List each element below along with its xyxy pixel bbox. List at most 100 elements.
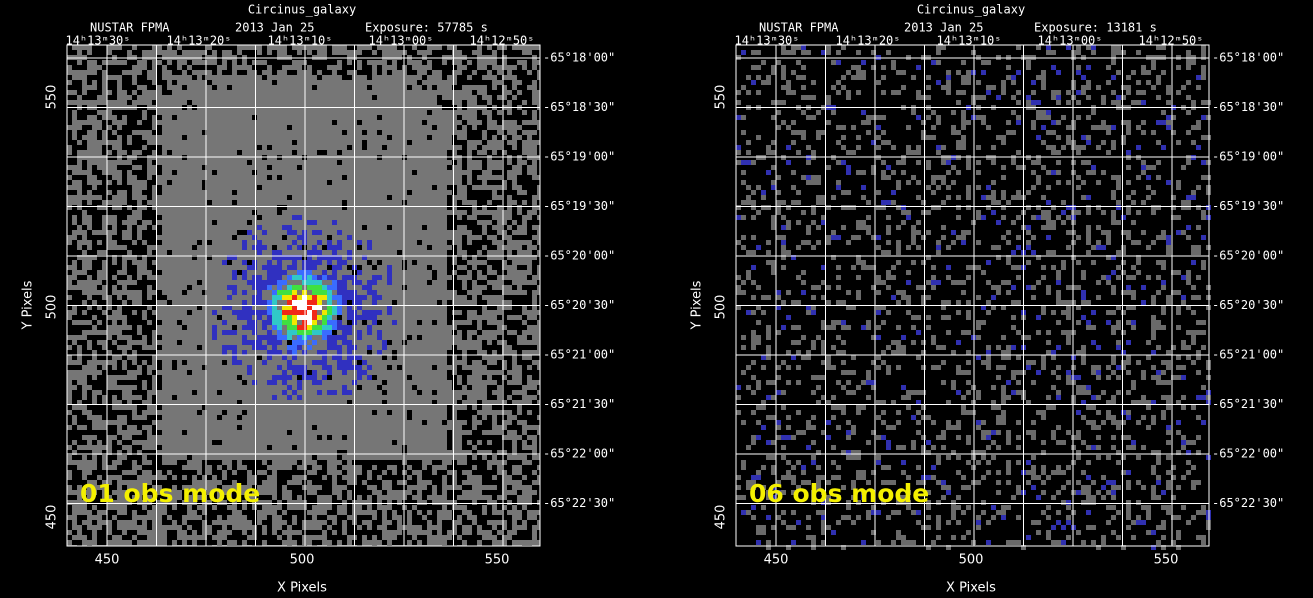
pixel bbox=[1156, 325, 1161, 330]
pixel bbox=[1001, 280, 1006, 285]
pixel bbox=[507, 220, 512, 225]
pixel bbox=[127, 475, 132, 480]
pixel bbox=[956, 370, 961, 375]
pixel bbox=[332, 285, 337, 290]
pixel bbox=[412, 170, 417, 175]
pixel bbox=[1031, 295, 1036, 300]
pixel bbox=[142, 395, 147, 400]
pixel bbox=[462, 50, 467, 55]
pixel bbox=[132, 115, 137, 120]
pixel bbox=[462, 60, 467, 65]
pixel bbox=[142, 45, 147, 50]
pixel bbox=[1176, 355, 1181, 360]
pixel bbox=[966, 265, 971, 270]
pixel bbox=[896, 365, 901, 370]
pixel bbox=[1201, 385, 1206, 390]
pixel bbox=[407, 500, 412, 505]
pixel bbox=[107, 515, 112, 520]
pixel bbox=[282, 320, 287, 325]
pixel bbox=[112, 80, 117, 85]
pixel bbox=[72, 60, 77, 65]
pixel bbox=[447, 285, 452, 290]
pixel bbox=[242, 510, 247, 515]
pixel bbox=[522, 135, 527, 140]
pixel bbox=[227, 295, 232, 300]
pixel bbox=[881, 140, 886, 145]
pixel bbox=[1051, 90, 1056, 95]
pixel bbox=[831, 345, 836, 350]
pixel bbox=[342, 360, 347, 365]
pixel bbox=[412, 520, 417, 525]
pixel bbox=[1006, 255, 1011, 260]
pixel bbox=[1006, 130, 1011, 135]
pixel bbox=[1186, 195, 1191, 200]
pixel bbox=[477, 435, 482, 440]
pixel bbox=[1091, 310, 1096, 315]
pixel bbox=[117, 285, 122, 290]
pixel bbox=[127, 75, 132, 80]
pixel bbox=[82, 420, 87, 425]
pixel bbox=[322, 310, 327, 315]
pixel bbox=[177, 510, 182, 515]
pixel bbox=[492, 465, 497, 470]
pixel bbox=[956, 280, 961, 285]
pixel bbox=[112, 480, 117, 485]
pixel bbox=[172, 60, 177, 65]
pixel bbox=[1111, 325, 1116, 330]
pixel bbox=[232, 285, 237, 290]
pixel bbox=[1011, 160, 1016, 165]
pixel bbox=[502, 50, 507, 55]
pixel bbox=[127, 45, 132, 50]
pixel bbox=[277, 315, 282, 320]
pixel bbox=[482, 420, 487, 425]
pixel bbox=[287, 345, 292, 350]
pixel bbox=[277, 65, 282, 70]
pixel bbox=[337, 365, 342, 370]
pixel bbox=[1171, 375, 1176, 380]
pixel bbox=[312, 380, 317, 385]
pixel bbox=[1026, 365, 1031, 370]
ra-label: 14ʰ13ᵐ10ˢ bbox=[267, 34, 332, 48]
pixel bbox=[137, 375, 142, 380]
pixel bbox=[1031, 360, 1036, 365]
pixel bbox=[367, 325, 372, 330]
pixel bbox=[926, 280, 931, 285]
pixel bbox=[512, 535, 517, 540]
pixel bbox=[267, 335, 272, 340]
pixel bbox=[102, 525, 107, 530]
pixel bbox=[996, 95, 1001, 100]
pixel bbox=[257, 540, 262, 545]
pixel bbox=[212, 335, 217, 340]
pixel bbox=[996, 415, 1001, 420]
pixel bbox=[122, 340, 127, 345]
pixel bbox=[87, 90, 92, 95]
pixel bbox=[881, 115, 886, 120]
pixel bbox=[337, 280, 342, 285]
pixel bbox=[472, 130, 477, 135]
pixel bbox=[517, 415, 522, 420]
pixel bbox=[1116, 95, 1121, 100]
pixel bbox=[527, 220, 532, 225]
pixel bbox=[127, 490, 132, 495]
pixel bbox=[122, 175, 127, 180]
pixel bbox=[457, 325, 462, 330]
pixel bbox=[921, 365, 926, 370]
pixel bbox=[1156, 75, 1161, 80]
pixel bbox=[152, 210, 157, 215]
pixel bbox=[527, 95, 532, 100]
pixel bbox=[1051, 150, 1056, 155]
pixel bbox=[282, 480, 287, 485]
pixel bbox=[502, 355, 507, 360]
pixel bbox=[1176, 430, 1181, 435]
pixel bbox=[876, 355, 881, 360]
pixel bbox=[287, 225, 292, 230]
pixel bbox=[1161, 310, 1166, 315]
pixel bbox=[197, 280, 202, 285]
pixel bbox=[147, 120, 152, 125]
pixel bbox=[1076, 385, 1081, 390]
pixel bbox=[467, 410, 472, 415]
pixel bbox=[387, 275, 392, 280]
pixel bbox=[247, 280, 252, 285]
pixel bbox=[367, 290, 372, 295]
pixel bbox=[337, 315, 342, 320]
